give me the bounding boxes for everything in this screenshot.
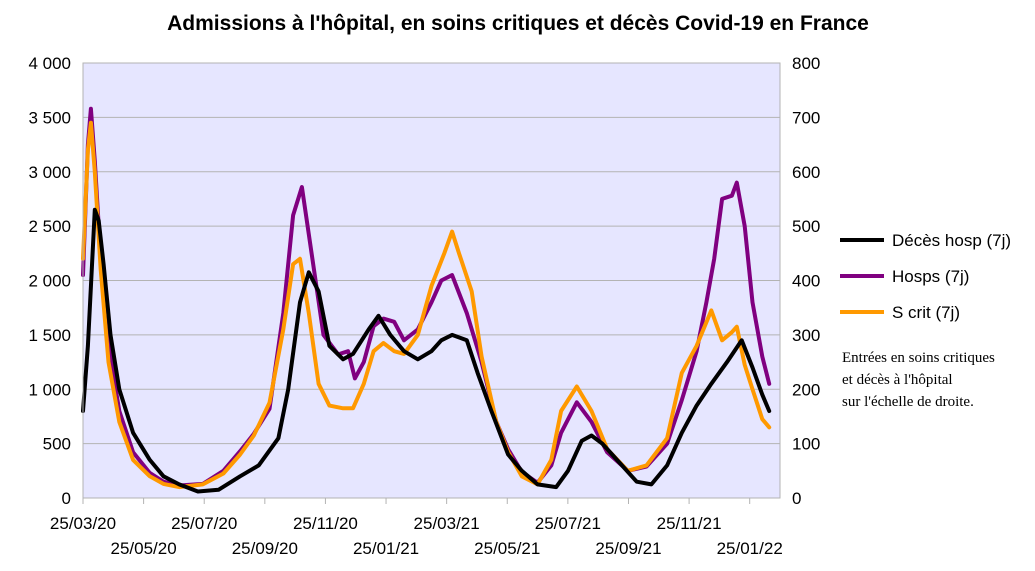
legend: Décès hosp (7j) Hosps (7j) S crit (7j) (840, 231, 1011, 322)
x-tick-label: 25/05/20 (111, 539, 177, 558)
note: Entrées en soins critiques et décès à l'h… (842, 350, 995, 410)
y-right-tick-label: 0 (792, 489, 801, 508)
y-right-tick-label: 300 (792, 326, 820, 345)
legend-label: S crit (7j) (892, 303, 960, 322)
series-line (81, 207, 772, 494)
x-tick-label: 25/01/22 (717, 539, 783, 558)
y-left-tick-label: 1 000 (28, 380, 71, 399)
chart-title: Admissions à l'hôpital, en soins critiqu… (167, 12, 869, 35)
x-tick-label: 25/01/21 (353, 539, 419, 558)
x-tick-label: 25/11/21 (657, 514, 722, 533)
y-right-tick-label: 400 (792, 272, 820, 291)
y-right-tick-label: 600 (792, 163, 820, 182)
note-line: sur l'échelle de droite. (842, 394, 974, 410)
y-left-tick-label: 1 500 (28, 326, 71, 345)
series-line (81, 120, 772, 490)
y-right-tick-label: 500 (792, 217, 820, 236)
y-right-tick-label: 800 (792, 54, 820, 73)
x-tick-label: 25/09/21 (595, 539, 661, 558)
y-left-tick-label: 2 500 (28, 217, 71, 236)
x-tick-label: 25/09/20 (232, 539, 298, 558)
y-right-tick-label: 100 (792, 435, 820, 454)
legend-label: Décès hosp (7j) (892, 231, 1011, 250)
y-right-tick-label: 200 (792, 380, 820, 399)
x-tick-label: 25/07/20 (171, 514, 237, 533)
note-line: Entrées en soins critiques (842, 350, 995, 366)
plot-border (82, 62, 781, 499)
x-tick-label: 25/05/21 (474, 539, 540, 558)
note-line: et décès à l'hôpital (842, 372, 953, 388)
x-tick-label: 25/03/21 (414, 514, 480, 533)
y-left-tick-label: 3 500 (28, 108, 71, 127)
axis-layer: 0 0 500 100 1 000 200 1 500 300 2 000 400 2 500 500… (28, 54, 820, 558)
x-tick-label: 25/07/21 (535, 514, 601, 533)
y-left-tick-label: 3 000 (28, 163, 71, 182)
legend-label: Hosps (7j) (892, 267, 969, 286)
y-left-tick-label: 500 (43, 435, 71, 454)
y-left-tick-label: 2 000 (28, 272, 71, 291)
y-right-tick-label: 700 (792, 108, 820, 127)
x-tick-label: 25/11/20 (293, 514, 358, 533)
x-tick-label: 25/03/20 (50, 514, 116, 533)
y-left-tick-label: 0 (62, 489, 71, 508)
series-layer (81, 106, 772, 494)
y-left-tick-label: 4 000 (28, 54, 71, 73)
